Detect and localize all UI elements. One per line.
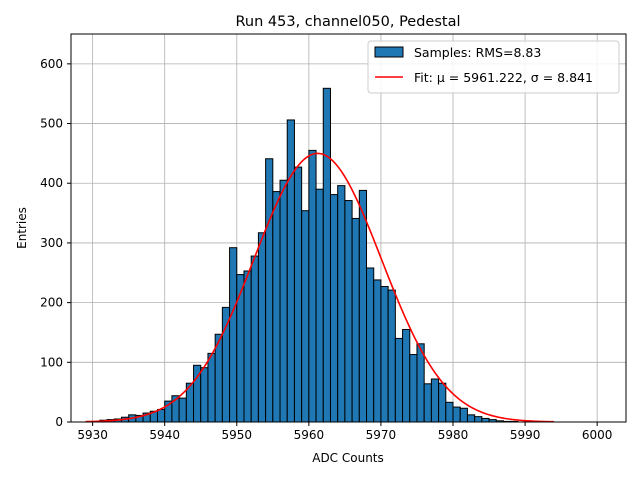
histogram-bar bbox=[380, 285, 389, 423]
legend-label-samples: Samples: RMS=8.83 bbox=[414, 45, 541, 60]
histogram-bar bbox=[156, 408, 166, 423]
histogram-bar bbox=[207, 352, 216, 423]
legend-label-fit: Fit: μ = 5961.222, σ = 8.841 bbox=[414, 70, 593, 85]
histogram-bar bbox=[286, 119, 295, 423]
histogram-bar bbox=[409, 354, 418, 423]
histogram-bar bbox=[459, 407, 468, 423]
histogram-bar bbox=[236, 274, 245, 423]
histogram-bar bbox=[351, 217, 360, 423]
legend: Samples: RMS=8.83 Fit: μ = 5961.222, σ =… bbox=[367, 40, 620, 94]
y-tick-label: 300 bbox=[40, 236, 63, 250]
histogram-bar bbox=[293, 166, 303, 423]
histogram-bar bbox=[402, 328, 411, 423]
histogram-bar bbox=[416, 343, 425, 423]
y-tick-label: 200 bbox=[40, 296, 63, 310]
histogram-bar bbox=[265, 158, 274, 423]
histogram-bar bbox=[178, 397, 187, 423]
histogram-bar bbox=[257, 232, 267, 423]
plot-frame bbox=[70, 33, 627, 423]
histogram-bar bbox=[445, 401, 454, 423]
y-tick-label: 100 bbox=[40, 355, 63, 369]
y-axis-label: Entries bbox=[15, 207, 29, 249]
histogram-bar bbox=[250, 255, 259, 423]
y-tick-label: 500 bbox=[40, 117, 63, 131]
histogram-bar bbox=[279, 179, 288, 423]
histogram-bar bbox=[438, 382, 447, 423]
legend-box bbox=[367, 40, 620, 94]
legend-swatch-samples bbox=[374, 46, 404, 58]
x-axis-label: ADC Counts bbox=[312, 451, 384, 465]
histogram-bar bbox=[229, 247, 238, 423]
histogram-bar bbox=[308, 149, 317, 423]
histogram-bar bbox=[452, 406, 461, 423]
x-axis: 5930 5940 5950 5960 5970 5980 5990 6000 bbox=[77, 422, 612, 442]
histogram-bar bbox=[394, 337, 404, 423]
histogram-bar bbox=[387, 289, 396, 423]
histogram-bar bbox=[301, 210, 310, 423]
histogram-bar bbox=[322, 87, 331, 423]
y-axis: 0 100 200 300 400 500 600 bbox=[40, 57, 71, 429]
x-tick-label: 5930 bbox=[77, 428, 108, 442]
histogram-bar bbox=[344, 200, 353, 423]
histogram-bar bbox=[373, 279, 382, 423]
histogram-bar bbox=[474, 416, 483, 423]
histogram-bar bbox=[466, 414, 476, 423]
x-tick-label: 5980 bbox=[438, 428, 469, 442]
histogram-bar bbox=[272, 191, 281, 423]
histogram-bar bbox=[481, 417, 490, 423]
fit-curve bbox=[85, 152, 554, 423]
y-tick-label: 0 bbox=[55, 415, 63, 429]
y-tick-label: 600 bbox=[40, 57, 63, 71]
histogram-bar bbox=[221, 306, 231, 423]
histogram-bar bbox=[329, 194, 339, 423]
x-tick-label: 5970 bbox=[366, 428, 397, 442]
histogram-bar bbox=[358, 189, 368, 423]
x-tick-label: 5950 bbox=[222, 428, 253, 442]
x-tick-label: 5940 bbox=[149, 428, 180, 442]
histogram-bar bbox=[430, 378, 440, 423]
x-tick-label: 5960 bbox=[294, 428, 325, 442]
histogram-bar bbox=[200, 367, 209, 423]
x-tick-label: 5990 bbox=[510, 428, 541, 442]
chart-title: Run 453, channel050, Pedestal bbox=[235, 14, 460, 30]
x-tick-label: 6000 bbox=[582, 428, 613, 442]
histogram-bar bbox=[423, 383, 432, 423]
histogram-bar bbox=[337, 185, 346, 423]
histogram-bar bbox=[366, 267, 375, 423]
histogram-bar bbox=[243, 270, 252, 423]
y-tick-label: 400 bbox=[40, 176, 63, 190]
histogram-bar bbox=[315, 188, 324, 423]
